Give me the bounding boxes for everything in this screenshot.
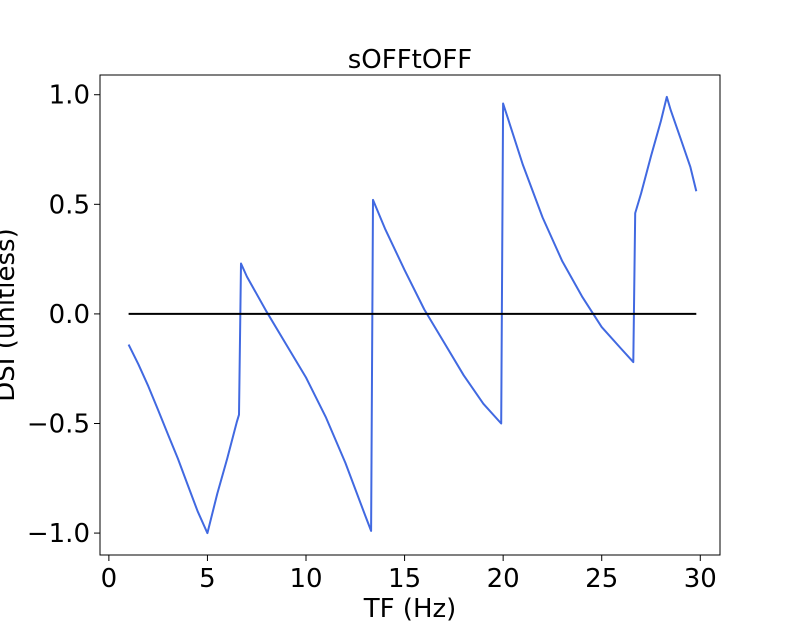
y-tick-label: 0.0 xyxy=(49,300,90,330)
x-tick-label: 20 xyxy=(487,564,520,594)
y-axis-label: DSI (unitless) xyxy=(0,228,21,401)
x-tick-label: 30 xyxy=(684,564,717,594)
y-tick-label: 1.0 xyxy=(49,81,90,111)
y-tick-label: −0.5 xyxy=(27,409,90,439)
y-tick-label: −1.0 xyxy=(27,519,90,549)
y-tick-label: 0.5 xyxy=(49,190,90,220)
dsi-series-line xyxy=(127,95,698,535)
plot-area xyxy=(127,95,698,535)
chart-title: sOFFtOFF xyxy=(348,45,473,75)
x-tick-label: 15 xyxy=(388,564,421,594)
y-axis: 1.0 0.5 0.0 −0.5 −1.0 xyxy=(27,81,100,549)
plot-frame xyxy=(99,74,721,556)
x-axis-label: TF (Hz) xyxy=(363,594,457,624)
x-tick-label: 10 xyxy=(289,564,322,594)
x-axis: 0 5 10 15 20 25 30 xyxy=(101,555,717,594)
x-tick-label: 25 xyxy=(585,564,618,594)
x-tick-label: 5 xyxy=(199,564,216,594)
x-tick-label: 0 xyxy=(101,564,118,594)
